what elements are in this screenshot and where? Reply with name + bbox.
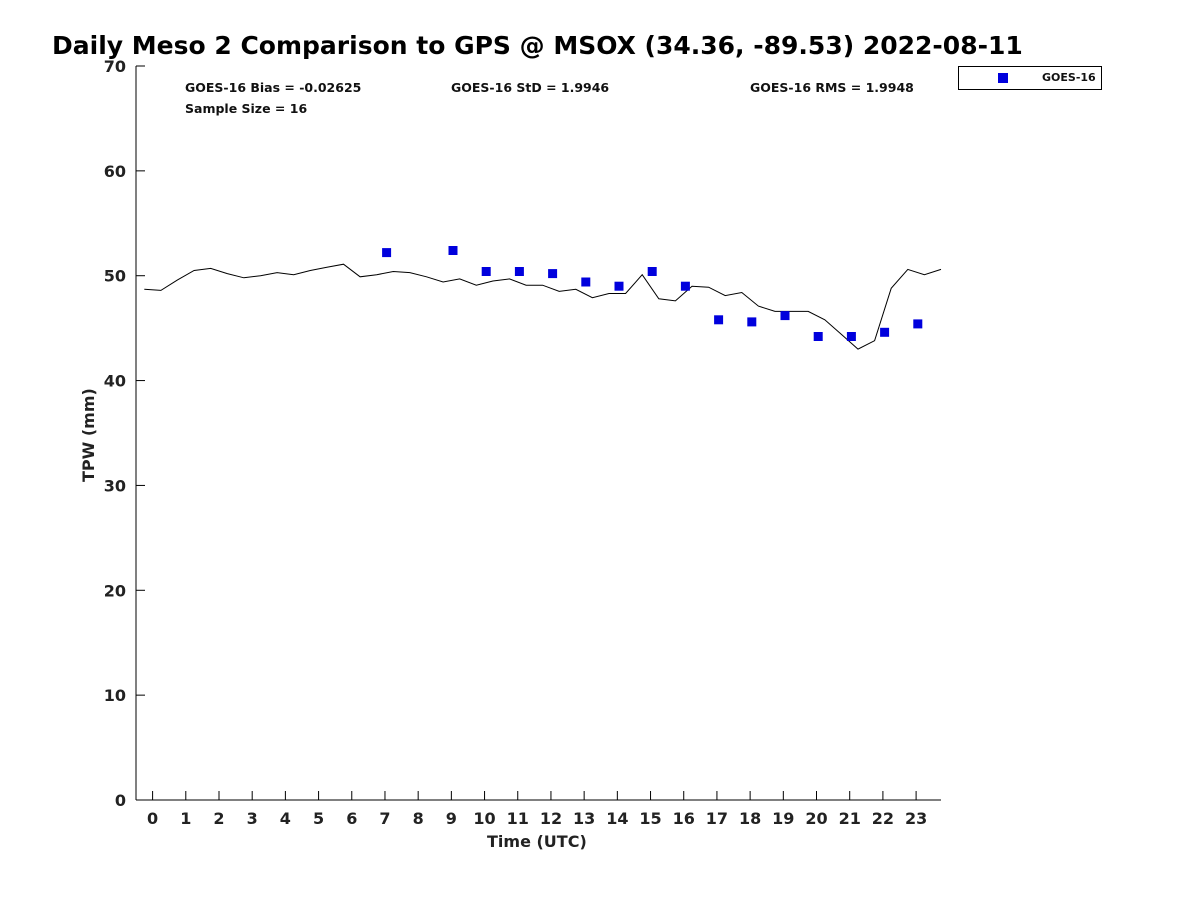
std-annotation: GOES-16 StD = 1.9946 <box>451 80 609 95</box>
goes16-point <box>680 281 690 291</box>
gps-series-line <box>144 263 942 350</box>
x-tick-label: 15 <box>639 809 661 828</box>
goes16-points <box>382 246 923 341</box>
x-tick-label: 7 <box>379 809 390 828</box>
goes16-point <box>846 332 856 341</box>
x-tick-label: 2 <box>213 809 224 828</box>
y-tick-label: 10 <box>104 686 126 705</box>
legend-box <box>958 66 1102 90</box>
x-tick-label: 9 <box>446 809 457 828</box>
y-tick-label: 70 <box>104 57 126 76</box>
goes16-point <box>813 332 823 341</box>
y-tick-label: 60 <box>104 162 126 181</box>
x-tick-label: 17 <box>706 809 728 828</box>
x-tick-label: 11 <box>507 809 529 828</box>
goes16-point <box>581 277 591 287</box>
legend-marker-goes16 <box>998 73 1008 83</box>
x-tick-label: 18 <box>739 809 761 828</box>
goes16-point <box>514 267 524 276</box>
goes16-point <box>714 315 724 325</box>
x-tick-label: 19 <box>772 809 794 828</box>
goes16-point <box>614 281 624 291</box>
y-tick-label: 0 <box>115 791 126 810</box>
x-tick-label: 6 <box>346 809 357 828</box>
legend-label-goes16: GOES-16 <box>1042 71 1096 84</box>
plot-axes <box>135 66 941 801</box>
goes16-point <box>481 267 491 276</box>
goes16-point <box>382 248 392 258</box>
goes16-point <box>747 317 757 327</box>
x-tick-label: 3 <box>247 809 258 828</box>
x-axis-label: Time (UTC) <box>487 832 587 851</box>
goes16-point <box>880 327 890 337</box>
x-tick-label: 4 <box>280 809 291 828</box>
y-tick-label: 40 <box>104 372 126 391</box>
rms-annotation: GOES-16 RMS = 1.9948 <box>750 80 914 95</box>
x-tick-label: 13 <box>573 809 595 828</box>
x-tick-label: 12 <box>540 809 562 828</box>
chart-title: Daily Meso 2 Comparison to GPS @ MSOX (3… <box>52 31 1023 60</box>
y-tick-label: 30 <box>104 476 126 495</box>
x-tick-label: 1 <box>180 809 191 828</box>
x-tick-label: 16 <box>673 809 695 828</box>
bias-annotation: GOES-16 Bias = -0.02625 <box>185 80 361 95</box>
goes16-point <box>448 246 458 255</box>
x-tick-label: 22 <box>872 809 894 828</box>
goes16-point <box>548 269 558 279</box>
goes16-point <box>913 319 923 329</box>
y-tick-label: 50 <box>104 267 126 286</box>
sample-size-annotation: Sample Size = 16 <box>185 101 307 116</box>
y-axis-label: TPW (mm) <box>79 388 98 482</box>
x-tick-label: 14 <box>606 809 628 828</box>
y-axis-ticks: 0 10 20 30 40 50 60 70 <box>104 57 145 810</box>
x-axis-ticks: 0 1 2 3 4 5 6 7 8 9 10 11 12 13 14 15 16 17 18 19 20 21 22 23 <box>147 791 927 828</box>
x-tick-label: 23 <box>905 809 927 828</box>
goes16-point <box>780 311 790 321</box>
stats-annotations: GOES-16 Bias = -0.02625 GOES-16 StD = 1.… <box>185 80 914 116</box>
goes16-point <box>647 267 657 276</box>
x-tick-label: 21 <box>839 809 861 828</box>
x-tick-label: 8 <box>413 809 424 828</box>
x-tick-label: 10 <box>473 809 495 828</box>
y-tick-label: 20 <box>104 581 126 600</box>
legend: GOES-16 <box>958 66 1102 90</box>
x-tick-label: 20 <box>805 809 827 828</box>
x-tick-label: 0 <box>147 809 158 828</box>
x-tick-label: 5 <box>313 809 324 828</box>
